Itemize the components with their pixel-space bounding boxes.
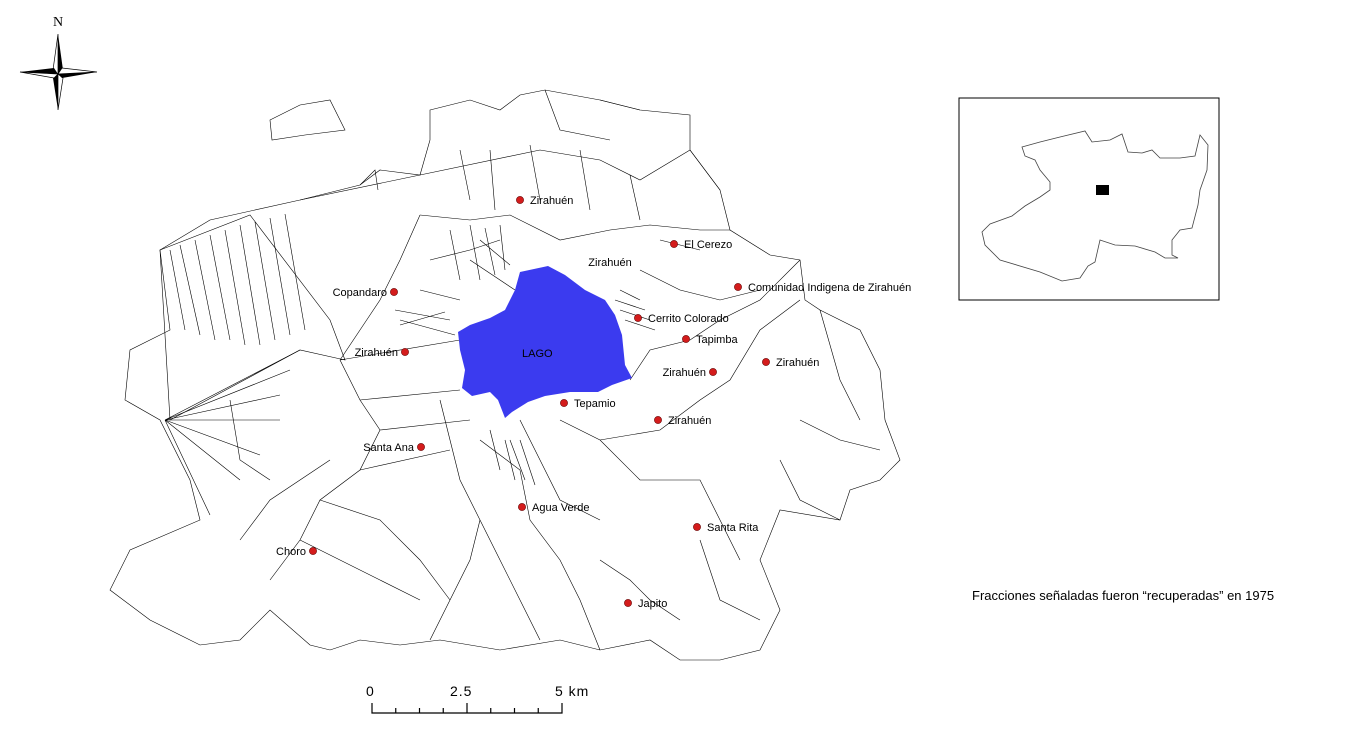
scale-label-end: 5 km xyxy=(555,683,589,699)
lake-label: LAGO xyxy=(522,348,553,360)
settlement-label: Tapimba xyxy=(696,334,738,346)
settlement-label: Choro xyxy=(276,546,306,558)
settlement-label: Comunidad Indigena de Zirahuén xyxy=(748,282,911,294)
settlement-dot xyxy=(709,368,717,376)
settlement: Zirahuén xyxy=(663,367,717,379)
settlement-label: Zirahuén xyxy=(668,415,711,427)
settlement: Cerrito Colorado xyxy=(634,313,729,325)
scale-bar: 0 2.5 5 km xyxy=(366,683,589,714)
settlement: Choro xyxy=(276,546,317,558)
settlement: Zirahuén xyxy=(516,195,573,207)
settlement: Japito xyxy=(624,598,667,610)
settlement: Tapimba xyxy=(682,334,738,346)
parcel-boundaries xyxy=(109,89,901,661)
north-arrow-icon: N xyxy=(19,15,98,111)
settlement-label: Zirahuén xyxy=(588,257,631,269)
settlement-label: Zirahuén xyxy=(663,367,706,379)
scale-label-0: 0 xyxy=(366,683,375,699)
settlement-dot xyxy=(634,314,642,322)
settlement: Zirahuén xyxy=(588,257,631,269)
settlement: Zirahuén xyxy=(355,347,409,359)
settlement-dot xyxy=(624,599,632,607)
inset-map xyxy=(958,97,1220,301)
settlement-dot xyxy=(734,283,742,291)
settlement: Comunidad Indigena de Zirahuén xyxy=(734,282,911,294)
settlement: Copandaro xyxy=(333,287,398,299)
settlement-dot xyxy=(390,288,398,296)
settlement-label: Zirahuén xyxy=(776,357,819,369)
settlement: El Cerezo xyxy=(670,239,732,251)
settlement: Zirahuén xyxy=(762,357,819,369)
scale-label-mid: 2.5 xyxy=(450,683,472,699)
settlement-label: Zirahuén xyxy=(530,195,573,207)
settlement: Tepamio xyxy=(560,398,616,410)
settlement-dot xyxy=(693,523,701,531)
settlement-label: Tepamio xyxy=(574,398,616,410)
settlement-label: El Cerezo xyxy=(684,239,732,251)
settlement-label: Zirahuén xyxy=(355,347,398,359)
settlement-label: Copandaro xyxy=(333,287,387,299)
settlement: Agua Verde xyxy=(518,502,590,514)
settlements: Zirahuén El Cerezo Zirahuén Comunidad Indig… xyxy=(276,195,911,610)
settlement-dot xyxy=(654,416,662,424)
settlement-label: Santa Rita xyxy=(707,522,759,534)
settlement-dot xyxy=(401,348,409,356)
settlement-dot xyxy=(417,443,425,451)
settlement-dot xyxy=(518,503,526,511)
settlement-label: Japito xyxy=(638,598,667,610)
settlement: Zirahuén xyxy=(654,415,711,427)
settlement-dot xyxy=(670,240,678,248)
settlement-label: Cerrito Colorado xyxy=(648,313,729,325)
settlement-label: Agua Verde xyxy=(532,502,590,514)
settlement-label: Santa Ana xyxy=(363,442,415,454)
settlement-dot xyxy=(762,358,770,366)
north-label: N xyxy=(53,15,63,30)
settlement-dot xyxy=(309,547,317,555)
settlement-dot xyxy=(516,196,524,204)
settlement-dot xyxy=(682,335,690,343)
settlement: Santa Ana xyxy=(363,442,425,454)
settlement: Santa Rita xyxy=(693,522,759,534)
settlement-dot xyxy=(560,399,568,407)
map-note: Fracciones señaladas fueron “recuperadas… xyxy=(972,588,1275,603)
lake xyxy=(458,266,632,418)
